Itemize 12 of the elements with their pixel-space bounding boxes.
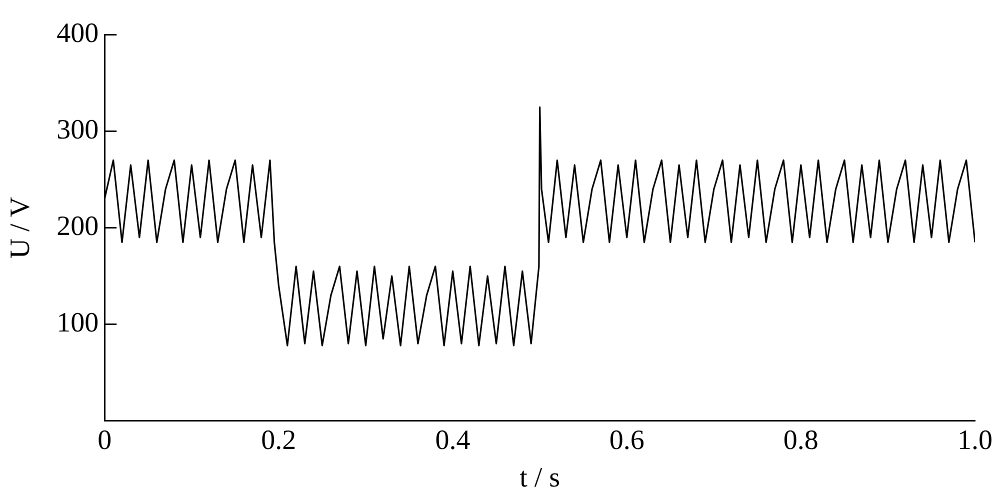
x-axis-title: t / s (520, 462, 560, 494)
y-tick-label: 100 (56, 308, 99, 339)
y-axis-title: U / V (5, 196, 36, 259)
x-tick-label: 0.6 (609, 424, 644, 456)
y-tick-label: 200 (56, 211, 99, 242)
x-tick-label: 0.2 (261, 424, 296, 456)
y-tick-label: 300 (56, 114, 99, 146)
y-tick-label: 400 (56, 18, 99, 50)
x-tick-label: 0.4 (435, 424, 470, 456)
x-tick-label: 1.0 (958, 424, 992, 456)
x-tick-label: 0.8 (783, 424, 818, 456)
x-tick-label: 0 (98, 424, 112, 456)
